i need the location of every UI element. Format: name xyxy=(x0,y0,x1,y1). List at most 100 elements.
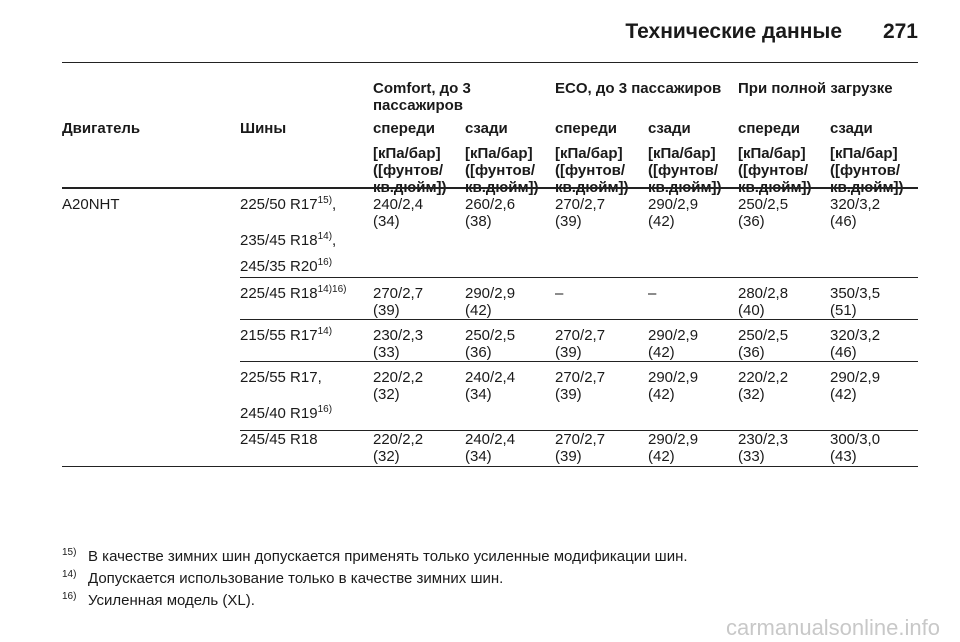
tire: 245/45 R18 xyxy=(240,431,318,448)
pressure: 250/2,5 xyxy=(738,196,789,213)
footnote-ref: 15) xyxy=(317,195,333,206)
rule xyxy=(240,277,918,278)
tire-size: 215/55 R17 xyxy=(240,327,318,344)
pressure: 270/2,7 xyxy=(555,196,606,213)
column-header: Двигатель xyxy=(62,120,141,137)
tire: 245/35 R2016) xyxy=(240,257,333,276)
pressure: 240/2,4 xyxy=(465,369,516,386)
pressure: 230/2,3 xyxy=(738,431,789,448)
pressure: 320/3,2 xyxy=(830,327,881,344)
column-header: Шины xyxy=(240,120,287,137)
column-header: сзади xyxy=(830,120,873,137)
pressure: 270/2,7 xyxy=(555,327,606,344)
pressure: (39) xyxy=(555,213,582,230)
unit-header: ([фунтов/ xyxy=(555,162,626,179)
tire: 225/45 R1814)16) xyxy=(240,284,347,303)
pressure: (40) xyxy=(738,302,765,319)
footnote-mark: 14) xyxy=(62,569,77,580)
unit-header: [кПа/бар] xyxy=(830,145,898,162)
pressure: (33) xyxy=(738,448,765,465)
pressure: (34) xyxy=(465,386,492,403)
pressure: (42) xyxy=(465,302,492,319)
unit-header: ([фунтов/ xyxy=(830,162,901,179)
unit-header: [кПа/бар] xyxy=(465,145,533,162)
pressure: 290/2,9 xyxy=(830,369,881,386)
tire: 225/55 R17, xyxy=(240,369,322,386)
pressure: (34) xyxy=(465,448,492,465)
tire-size: 245/40 R19 xyxy=(240,405,318,422)
rule xyxy=(240,361,918,362)
pressure: 220/2,2 xyxy=(373,369,424,386)
pressure: 250/2,5 xyxy=(738,327,789,344)
unit-header: ([фунтов/ xyxy=(738,162,809,179)
unit-header: [кПа/бар] xyxy=(648,145,716,162)
pressure: (39) xyxy=(555,344,582,361)
pressure: 250/2,5 xyxy=(465,327,516,344)
tire: 235/45 R1814), xyxy=(240,232,337,250)
pressure: (34) xyxy=(373,213,400,230)
footnote-mark: 15) xyxy=(62,547,77,558)
pressure: 220/2,2 xyxy=(373,431,424,448)
tire-sep: , xyxy=(332,232,337,249)
tire: 225/50 R1715), xyxy=(240,195,336,214)
pressure: (42) xyxy=(648,386,675,403)
column-header: сзади xyxy=(465,120,508,137)
pressure: – xyxy=(555,285,564,302)
pressure: (42) xyxy=(830,386,857,403)
unit-header: ([фунтов/ xyxy=(648,162,719,179)
footnote-mark: 16) xyxy=(62,591,77,602)
tire-size: 225/50 R17 xyxy=(240,196,318,213)
column-header: сзади xyxy=(648,120,691,137)
pressure: (33) xyxy=(373,344,400,361)
pressure: 320/3,2 xyxy=(830,196,881,213)
group-header: Comfort, до 3 пассажиров xyxy=(373,80,471,114)
footnote-ref: 14)16) xyxy=(317,284,347,295)
page-title: Технические данные xyxy=(625,20,842,43)
pressure: 280/2,8 xyxy=(738,285,789,302)
pressure: 240/2,4 xyxy=(465,431,516,448)
unit-header: [кПа/бар] xyxy=(555,145,623,162)
unit-header: ([фунтов/ xyxy=(465,162,536,179)
pressure: 350/3,5 xyxy=(830,285,881,302)
pressure: (46) xyxy=(830,213,857,230)
footnote-ref: 16) xyxy=(317,257,333,268)
pressure: (39) xyxy=(555,386,582,403)
pressure: (46) xyxy=(830,344,857,361)
pressure: 290/2,9 xyxy=(648,369,699,386)
footnote-text: Усиленная модель (XL). xyxy=(88,592,255,609)
tire-size: 225/45 R18 xyxy=(240,285,318,302)
pressure: (39) xyxy=(555,448,582,465)
pressure: (43) xyxy=(830,448,857,465)
pressure: 220/2,2 xyxy=(738,369,789,386)
column-header: спереди xyxy=(373,120,435,137)
pressure: 290/2,9 xyxy=(648,431,699,448)
pressure: (38) xyxy=(465,213,492,230)
page-number: 271 xyxy=(882,20,918,43)
footnote-text: Допускается использование только в качес… xyxy=(88,570,504,587)
unit-header: [кПа/бар] xyxy=(373,145,441,162)
rule xyxy=(62,62,918,63)
pressure: (51) xyxy=(830,302,857,319)
tire-size: 245/45 R18 xyxy=(240,431,318,448)
rule xyxy=(240,430,918,431)
rule xyxy=(240,319,918,320)
pressure: – xyxy=(648,285,657,302)
pressure: (32) xyxy=(373,386,400,403)
pressure: (32) xyxy=(373,448,400,465)
pressure: 300/3,0 xyxy=(830,431,881,448)
pressure: (36) xyxy=(738,213,765,230)
pressure: (36) xyxy=(738,344,765,361)
footnote-text: В качестве зимних шин допускается примен… xyxy=(88,548,688,565)
tire-size: 225/55 R17, xyxy=(240,369,322,386)
column-header: спереди xyxy=(738,120,800,137)
pressure: 270/2,7 xyxy=(555,431,606,448)
pressure: (42) xyxy=(648,448,675,465)
pressure: 290/2,9 xyxy=(648,327,699,344)
pressure: (42) xyxy=(648,213,675,230)
tire-size: 245/35 R20 xyxy=(240,258,318,275)
engine: A20NHT xyxy=(62,196,120,213)
group-header: При полной загрузке xyxy=(738,80,893,97)
pressure: (32) xyxy=(738,386,765,403)
pressure: (39) xyxy=(373,302,400,319)
unit-header: [кПа/бар] xyxy=(738,145,806,162)
